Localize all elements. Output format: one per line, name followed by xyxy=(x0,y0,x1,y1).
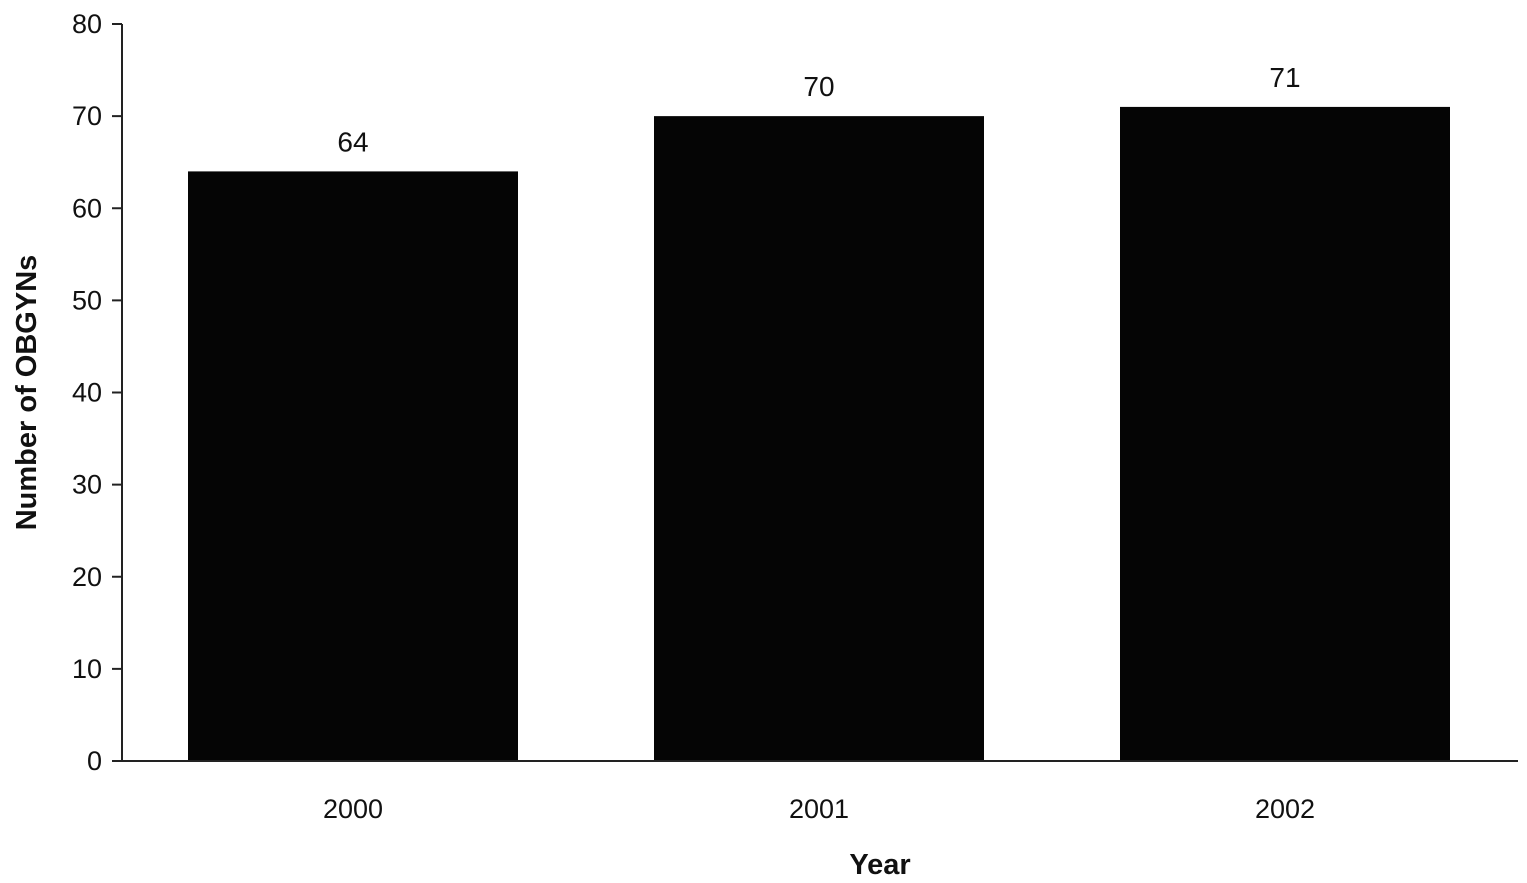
data-label-2001: 70 xyxy=(803,71,834,102)
y-tick-label: 80 xyxy=(72,9,102,39)
y-axis-title: Number of OBGYNs xyxy=(11,255,43,531)
x-tick-label-2002: 2002 xyxy=(1255,794,1315,824)
y-tick-label: 40 xyxy=(72,378,102,408)
y-tick-label: 30 xyxy=(72,470,102,500)
y-tick-label: 60 xyxy=(72,193,102,223)
data-label-2002: 71 xyxy=(1269,62,1300,93)
bars-group xyxy=(188,106,1450,762)
bar-2000 xyxy=(188,171,518,761)
y-tick-label: 0 xyxy=(87,746,102,776)
x-tick-label-2000: 2000 xyxy=(323,794,383,824)
bar-2001 xyxy=(654,116,984,761)
y-axis-ticks: 0 10 20 30 40 50 60 70 80 xyxy=(72,9,122,776)
y-tick-label: 70 xyxy=(72,101,102,131)
data-labels-group: 64 70 71 xyxy=(337,62,1300,157)
bar-2002 xyxy=(1120,106,1450,762)
x-tick-label-2001: 2001 xyxy=(789,794,849,824)
y-tick-label: 20 xyxy=(72,562,102,592)
y-tick-label: 50 xyxy=(72,285,102,315)
x-axis-title: Year xyxy=(849,849,910,881)
data-label-2000: 64 xyxy=(337,126,368,157)
x-axis-ticks: 2000 2001 2002 xyxy=(323,794,1315,824)
y-tick-label: 10 xyxy=(72,654,102,684)
